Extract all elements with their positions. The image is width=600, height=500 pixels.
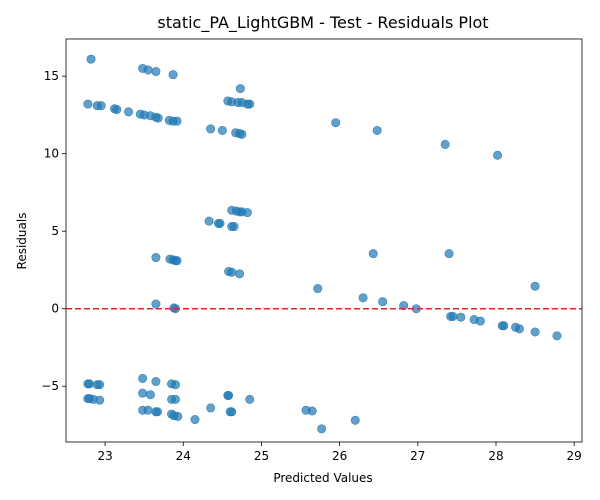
data-point (440, 139, 450, 149)
data-point (86, 54, 96, 64)
x-tick-label: 23 (97, 449, 112, 463)
data-point (530, 281, 540, 291)
data-point (444, 249, 454, 259)
x-tick-label: 28 (488, 449, 503, 463)
data-point (448, 311, 458, 321)
data-point (124, 107, 134, 117)
chart-title: static_PA_LightGBM - Test - Residuals Pl… (157, 13, 488, 33)
data-points (83, 54, 562, 434)
data-point (143, 65, 153, 75)
data-point (168, 70, 178, 80)
data-point (172, 116, 182, 126)
data-point (358, 293, 368, 303)
data-point (172, 256, 182, 266)
data-point (245, 394, 255, 404)
data-point (217, 125, 227, 135)
data-point (514, 324, 524, 334)
data-point (95, 395, 105, 405)
data-point (145, 390, 155, 400)
data-point (112, 105, 122, 115)
data-point (151, 253, 161, 263)
x-tick-label: 27 (410, 449, 425, 463)
data-point (229, 222, 239, 232)
data-point (153, 113, 163, 123)
data-point (190, 415, 200, 425)
data-point (151, 67, 161, 77)
data-point (235, 269, 245, 279)
data-point (313, 284, 323, 294)
data-point (307, 406, 317, 416)
plot-frame (65, 38, 583, 443)
data-point (151, 299, 161, 309)
data-point (173, 411, 183, 421)
y-tick-label: 5 (51, 224, 59, 238)
x-tick-label: 29 (567, 449, 582, 463)
data-point (317, 424, 327, 434)
data-point (237, 129, 247, 139)
y-tick-label: 15 (44, 69, 59, 83)
data-point (350, 415, 360, 425)
data-point (368, 249, 378, 259)
x-tick-label: 26 (332, 449, 347, 463)
x-tick-label: 25 (254, 449, 269, 463)
y-axis-label: Residuals (15, 213, 29, 270)
data-point (331, 118, 341, 128)
data-point (227, 267, 237, 277)
y-ticks: −5 0 5 10 15 (41, 69, 66, 393)
data-point (83, 99, 93, 109)
x-axis-label: Predicted Values (273, 471, 372, 485)
data-point (206, 403, 216, 413)
data-point (143, 405, 153, 415)
data-point (224, 390, 234, 400)
x-ticks: 23 24 25 26 27 28 29 (97, 442, 582, 463)
data-point (475, 316, 485, 326)
data-point (215, 218, 225, 228)
data-point (530, 327, 540, 337)
data-point (399, 301, 409, 311)
data-point (95, 380, 105, 390)
data-point (138, 373, 148, 383)
data-point (493, 150, 503, 160)
data-point (204, 216, 214, 226)
data-point (170, 380, 180, 390)
data-point (378, 297, 388, 307)
data-point (245, 99, 255, 109)
data-point (456, 312, 466, 322)
y-tick-label: 10 (44, 147, 59, 161)
data-point (151, 377, 161, 387)
data-point (138, 388, 148, 398)
data-point (242, 208, 252, 218)
y-tick-label: 0 (51, 302, 59, 316)
data-point (96, 101, 106, 111)
data-point (170, 394, 180, 404)
data-point (499, 321, 509, 331)
data-point (152, 407, 162, 417)
data-point (235, 84, 245, 94)
data-point (84, 379, 94, 389)
data-point (552, 331, 562, 341)
data-point (227, 407, 237, 417)
data-point (206, 124, 216, 134)
y-tick-label: −5 (41, 379, 59, 393)
data-point (372, 125, 382, 135)
x-tick-label: 24 (176, 449, 191, 463)
